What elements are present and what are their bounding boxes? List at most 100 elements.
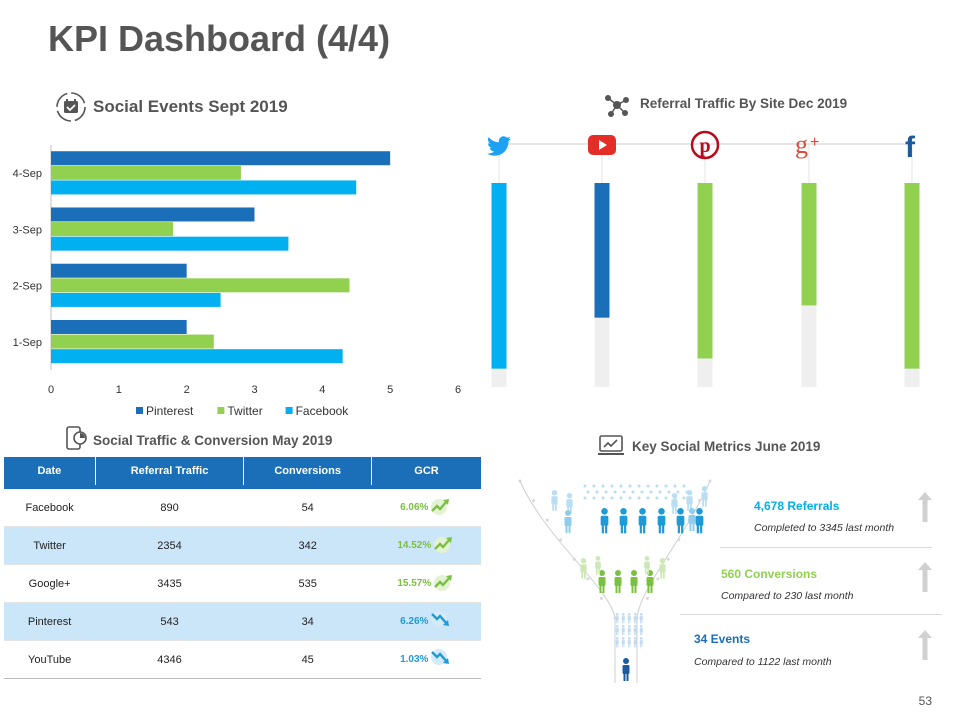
google-plus-icon: g + bbox=[795, 130, 819, 159]
referral-traffic-chart: p g + f bbox=[487, 130, 920, 387]
trend-down-icon bbox=[430, 648, 452, 671]
person-icon bbox=[639, 637, 643, 648]
person-icon bbox=[622, 658, 630, 681]
page-title: KPI Dashboard (4/4) bbox=[48, 18, 391, 59]
referral-traffic-title: Referral Traffic By Site Dec 2019 bbox=[640, 96, 848, 111]
legend-label: Twitter bbox=[227, 404, 262, 418]
metric-events-subtitle: Compared to 1122 last month bbox=[694, 656, 832, 668]
legend-swatch bbox=[217, 407, 225, 414]
svg-text:p: p bbox=[699, 135, 710, 157]
people-funnel-graphic bbox=[518, 479, 712, 683]
header-gcr: GCR bbox=[371, 457, 481, 485]
cell-gcr: 14.52% bbox=[371, 526, 481, 565]
social-events-chart: 1-Sep 2-Sep 3-Sep 4-Sep 0 1 2 3 4 5 6 Pinterest Twit… bbox=[13, 145, 461, 418]
y-tick-label: 3-Sep bbox=[13, 224, 42, 236]
bar-facebook bbox=[904, 183, 920, 369]
x-tick-label: 0 bbox=[48, 384, 54, 396]
table-row: Google+ 3435 535 15.57% bbox=[4, 564, 481, 603]
person-icon bbox=[564, 510, 572, 533]
bar-twitter-3-Sep bbox=[51, 222, 174, 237]
header-date: Date bbox=[4, 457, 96, 485]
person-icon bbox=[638, 508, 647, 534]
arrow-up-icon bbox=[918, 630, 932, 665]
bar-twitter-2-Sep bbox=[51, 278, 350, 293]
bar-twitter bbox=[491, 183, 507, 369]
cell-date: Google+ bbox=[4, 564, 96, 603]
person-icon bbox=[580, 558, 587, 579]
person-icon bbox=[686, 490, 693, 511]
cell-referral: 2354 bbox=[95, 526, 244, 565]
person-icon bbox=[644, 556, 650, 575]
cell-date: YouTube bbox=[4, 640, 96, 679]
bar-pinterest bbox=[697, 183, 713, 359]
person-icon bbox=[657, 508, 666, 534]
svg-text:f: f bbox=[905, 131, 916, 164]
cell-referral: 543 bbox=[95, 602, 244, 641]
metric-referrals-title: 4,678 Referrals bbox=[754, 499, 840, 513]
person-icon bbox=[630, 570, 638, 593]
gcr-value: 14.52% bbox=[397, 540, 432, 551]
cell-conversions: 342 bbox=[243, 526, 372, 565]
svg-text:+: + bbox=[810, 134, 819, 151]
person-icon bbox=[639, 613, 643, 624]
network-nodes-icon bbox=[602, 90, 632, 120]
person-icon bbox=[688, 508, 696, 531]
legend-label: Pinterest bbox=[146, 404, 194, 418]
cell-gcr: 1.03% bbox=[371, 640, 481, 679]
header-conversions: Conversions bbox=[243, 457, 373, 485]
youtube-icon bbox=[588, 135, 616, 155]
x-tick-label: 6 bbox=[455, 384, 461, 396]
trend-up-icon bbox=[433, 534, 455, 557]
cell-referral: 890 bbox=[95, 489, 244, 527]
table-header-row: Date Referral Traffic Conversions GCR bbox=[4, 457, 481, 485]
trend-down-icon bbox=[430, 610, 452, 633]
laptop-chart-icon bbox=[597, 434, 625, 458]
person-icon bbox=[676, 508, 685, 534]
cell-date: Pinterest bbox=[4, 602, 96, 641]
person-icon bbox=[639, 625, 643, 636]
twitter-icon bbox=[487, 136, 511, 156]
person-icon bbox=[633, 613, 637, 624]
cell-date: Twitter bbox=[4, 526, 96, 565]
mobile-chart-icon bbox=[64, 425, 90, 451]
page-number: 53 bbox=[918, 694, 932, 708]
person-icon bbox=[615, 625, 619, 636]
social-events-title: Social Events Sept 2019 bbox=[93, 97, 288, 116]
person-icon bbox=[615, 637, 619, 648]
person-icon bbox=[701, 486, 708, 507]
cell-gcr: 6.06% bbox=[371, 489, 481, 527]
y-tick-label: 1-Sep bbox=[13, 337, 42, 349]
bar-twitter-4-Sep bbox=[51, 165, 241, 180]
person-icon bbox=[659, 558, 666, 579]
trend-up-icon bbox=[430, 496, 452, 519]
metric-referrals-subtitle: Completed to 3345 last month bbox=[754, 522, 895, 534]
y-tick-label: 4-Sep bbox=[13, 168, 42, 180]
bar-facebook-4-Sep bbox=[51, 180, 357, 195]
bar-pinterest-1-Sep bbox=[51, 319, 187, 334]
legend-swatch bbox=[136, 407, 143, 414]
social-traffic-title: Social Traffic & Conversion May 2019 bbox=[93, 433, 333, 448]
header-referral-traffic: Referral Traffic bbox=[95, 457, 245, 485]
person-icon bbox=[627, 637, 631, 648]
cell-referral: 3435 bbox=[95, 564, 244, 603]
table-bottom-rule bbox=[4, 678, 481, 679]
legend-swatch bbox=[285, 407, 293, 414]
table-row: Facebook 890 54 6.06% bbox=[4, 489, 481, 527]
cell-gcr: 6.26% bbox=[371, 602, 481, 641]
svg-text:g: g bbox=[795, 130, 808, 159]
person-icon bbox=[619, 508, 628, 534]
table-row: Pinterest 543 34 6.26% bbox=[4, 602, 481, 641]
person-icon bbox=[633, 637, 637, 648]
social-traffic-table: Date Referral Traffic Conversions GCR Fa… bbox=[4, 457, 481, 679]
arrow-up-icon bbox=[918, 492, 932, 527]
arrow-up-icon bbox=[918, 562, 932, 597]
person-icon bbox=[627, 625, 631, 636]
x-tick-label: 2 bbox=[184, 384, 190, 396]
bar-facebook-1-Sep bbox=[51, 349, 343, 364]
metric-divider bbox=[720, 547, 932, 548]
trend-up-icon bbox=[433, 572, 455, 595]
bar-google+ bbox=[801, 183, 817, 306]
person-icon bbox=[671, 493, 678, 514]
person-icon bbox=[633, 625, 637, 636]
person-icon bbox=[621, 625, 625, 636]
